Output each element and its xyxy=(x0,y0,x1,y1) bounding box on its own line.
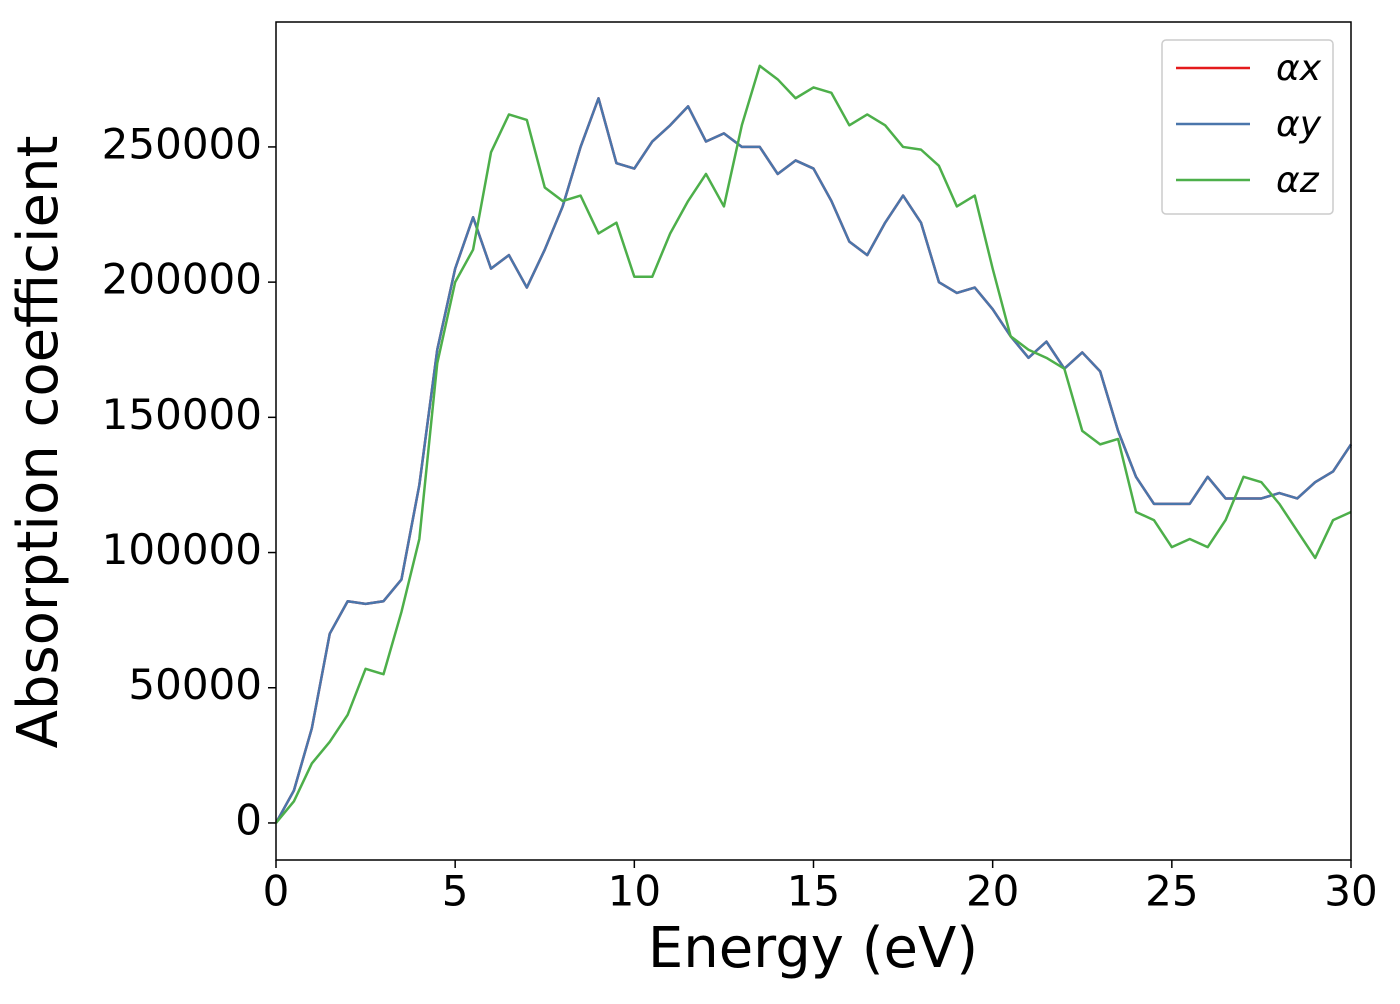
y-tick-label: 100000 xyxy=(102,525,262,574)
y-tick-label: 50000 xyxy=(128,660,262,709)
x-tick-label: 20 xyxy=(966,867,1019,916)
y-tick-label: 250000 xyxy=(102,119,262,168)
legend-label: αy xyxy=(1276,104,1322,145)
x-tick-label: 15 xyxy=(787,867,840,916)
y-tick-label: 0 xyxy=(235,795,262,844)
y-tick-label: 150000 xyxy=(102,390,262,439)
plot-frame xyxy=(275,21,1352,861)
legend-box xyxy=(1161,39,1334,215)
legend-label: αz xyxy=(1276,160,1320,201)
y-axis-label: Absorption coefficient xyxy=(6,136,71,749)
x-tick-label: 10 xyxy=(608,867,661,916)
data-line xyxy=(274,97,1353,824)
x-tick-label: 5 xyxy=(442,867,469,916)
x-tick-label: 25 xyxy=(1145,867,1198,916)
x-tick-label: 30 xyxy=(1324,867,1377,916)
y-tick-label: 200000 xyxy=(102,255,262,304)
x-tick-label: 0 xyxy=(263,867,290,916)
x-axis-label: Energy (eV) xyxy=(648,916,978,981)
legend-label: αx xyxy=(1276,48,1322,89)
data-line xyxy=(275,64,1352,824)
